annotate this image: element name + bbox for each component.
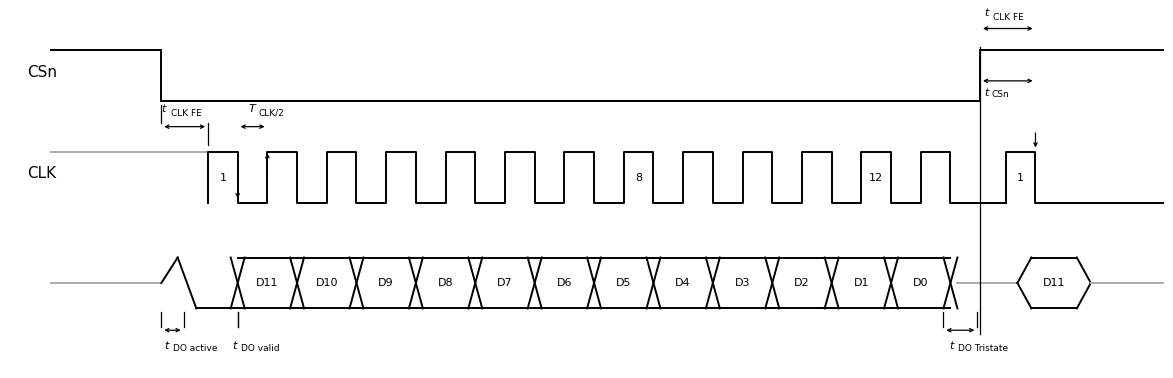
Text: D0: D0 bbox=[913, 278, 929, 288]
Text: DO valid: DO valid bbox=[242, 344, 280, 353]
Text: D4: D4 bbox=[676, 278, 691, 288]
Text: D8: D8 bbox=[438, 278, 454, 288]
Text: $T$: $T$ bbox=[248, 102, 257, 114]
Text: D1: D1 bbox=[854, 278, 869, 288]
Text: $t$: $t$ bbox=[162, 102, 168, 114]
Text: D6: D6 bbox=[557, 278, 572, 288]
Text: $t$: $t$ bbox=[949, 339, 955, 351]
Text: CSn: CSn bbox=[27, 65, 57, 80]
Text: D7: D7 bbox=[497, 278, 513, 288]
Text: CLK: CLK bbox=[27, 166, 56, 181]
Text: D11: D11 bbox=[1043, 278, 1065, 288]
Text: $t$: $t$ bbox=[232, 339, 238, 351]
Text: CSn: CSn bbox=[992, 90, 1010, 99]
Text: DO active: DO active bbox=[174, 344, 217, 353]
Text: DO Tristate: DO Tristate bbox=[958, 344, 1008, 353]
Text: CLK FE: CLK FE bbox=[994, 13, 1024, 22]
Text: 8: 8 bbox=[635, 172, 642, 183]
Text: 1: 1 bbox=[1017, 172, 1024, 183]
Text: CLK FE: CLK FE bbox=[171, 108, 202, 118]
Text: $t$: $t$ bbox=[984, 6, 990, 18]
Text: D3: D3 bbox=[734, 278, 751, 288]
Text: $t$: $t$ bbox=[984, 86, 990, 98]
Text: D2: D2 bbox=[794, 278, 809, 288]
Text: 1: 1 bbox=[219, 172, 226, 183]
Text: CLK/2: CLK/2 bbox=[258, 108, 284, 118]
Text: D5: D5 bbox=[616, 278, 631, 288]
Text: $t$: $t$ bbox=[164, 339, 170, 351]
Text: D9: D9 bbox=[379, 278, 394, 288]
Text: D10: D10 bbox=[316, 278, 338, 288]
Text: 12: 12 bbox=[869, 172, 883, 183]
Text: D11: D11 bbox=[256, 278, 279, 288]
